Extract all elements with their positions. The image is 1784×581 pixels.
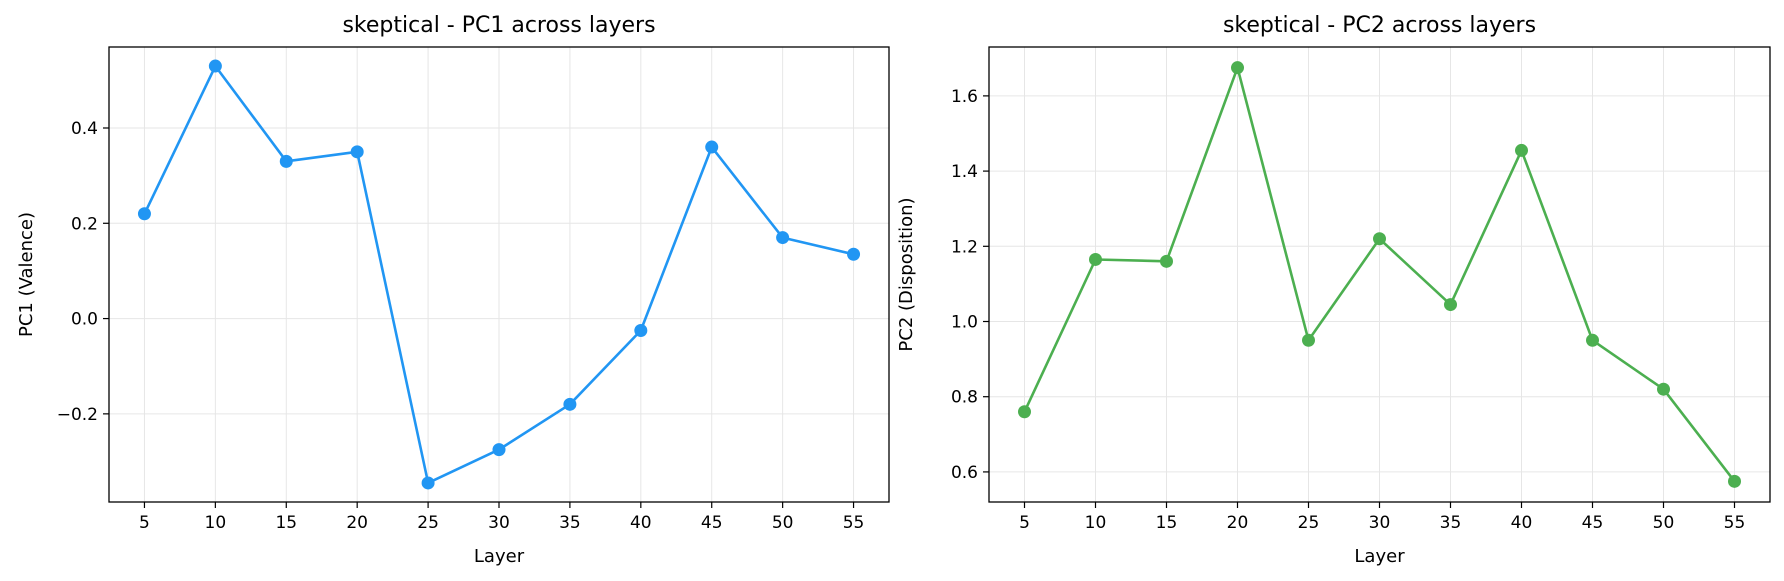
y-tick-label: 1.2 <box>951 237 978 257</box>
plot-frame <box>988 46 1771 503</box>
chart-title: skeptical - PC2 across layers <box>1223 13 1536 38</box>
data-point <box>1657 382 1670 396</box>
data-point <box>137 207 151 221</box>
chart-panel-2: 5 10 15 20 25 30 35 40 45 50 55 0.6 0.8 1.0 1.2 1.4 1.6 s… <box>896 13 1771 567</box>
data-point <box>1302 333 1315 347</box>
data-point <box>1018 405 1031 419</box>
x-tick-label: 10 <box>1085 513 1107 533</box>
y-axis-label: PC2 (Disposition) <box>896 197 917 351</box>
y-tick-label: 1.6 <box>951 87 978 107</box>
x-tick-label: 15 <box>275 513 297 533</box>
x-tick-label: 45 <box>1582 513 1604 533</box>
x-tick-label: 35 <box>1440 513 1462 533</box>
data-point <box>847 247 861 261</box>
x-tick-label: 50 <box>772 513 794 533</box>
data-point <box>1444 298 1457 312</box>
data-point <box>1515 143 1528 157</box>
data-point <box>634 323 648 337</box>
data-point <box>1160 254 1173 268</box>
chart-title: skeptical - PC1 across layers <box>342 13 655 38</box>
data-point <box>1089 252 1102 266</box>
chart-panel-1: 5 10 15 20 25 30 35 40 45 50 55 −0.2 0.0 0.2 0.4 skepti… <box>16 13 890 567</box>
x-tick-label: 40 <box>1511 513 1533 533</box>
x-axis-label: Layer <box>474 546 525 567</box>
y-tick-label: 0.6 <box>951 463 978 483</box>
x-axis-label: Layer <box>1354 546 1405 567</box>
data-point <box>563 397 577 411</box>
y-tick-label: 0.8 <box>951 388 978 408</box>
x-tick-label: 55 <box>843 513 865 533</box>
x-tick-label: 25 <box>1298 513 1320 533</box>
x-tick-label: 45 <box>701 513 723 533</box>
x-tick-label: 25 <box>417 513 439 533</box>
y-tick-label: 1.4 <box>951 162 978 182</box>
data-point <box>208 59 222 73</box>
x-tick-label: 5 <box>139 513 150 533</box>
x-tick-label: 15 <box>1156 513 1178 533</box>
plot-frame <box>108 46 890 503</box>
x-tick-label: 50 <box>1653 513 1675 533</box>
x-tick-label: 10 <box>205 513 227 533</box>
data-point <box>421 476 435 490</box>
y-tick-label: 1.0 <box>951 313 978 333</box>
data-point <box>279 154 293 168</box>
y-tick-label: 0.0 <box>71 310 98 330</box>
x-tick-label: 5 <box>1019 513 1030 533</box>
x-tick-label: 30 <box>1369 513 1391 533</box>
x-tick-label: 20 <box>346 513 368 533</box>
data-point <box>776 231 790 245</box>
x-tick-label: 30 <box>488 513 510 533</box>
x-tick-label: 35 <box>559 513 581 533</box>
data-point <box>350 145 364 159</box>
data-point <box>1373 232 1386 246</box>
x-tick-label: 40 <box>630 513 652 533</box>
x-tick-label: 55 <box>1724 513 1746 533</box>
y-tick-label: 0.2 <box>71 214 98 234</box>
data-point <box>1231 61 1244 75</box>
data-point <box>705 140 719 154</box>
y-tick-label: −0.2 <box>57 405 98 425</box>
data-point <box>492 443 506 457</box>
data-point <box>1728 474 1741 488</box>
y-axis-label: PC1 (Valence) <box>16 212 37 337</box>
x-tick-label: 20 <box>1227 513 1249 533</box>
y-tick-label: 0.4 <box>71 119 98 139</box>
data-point <box>1586 333 1599 347</box>
